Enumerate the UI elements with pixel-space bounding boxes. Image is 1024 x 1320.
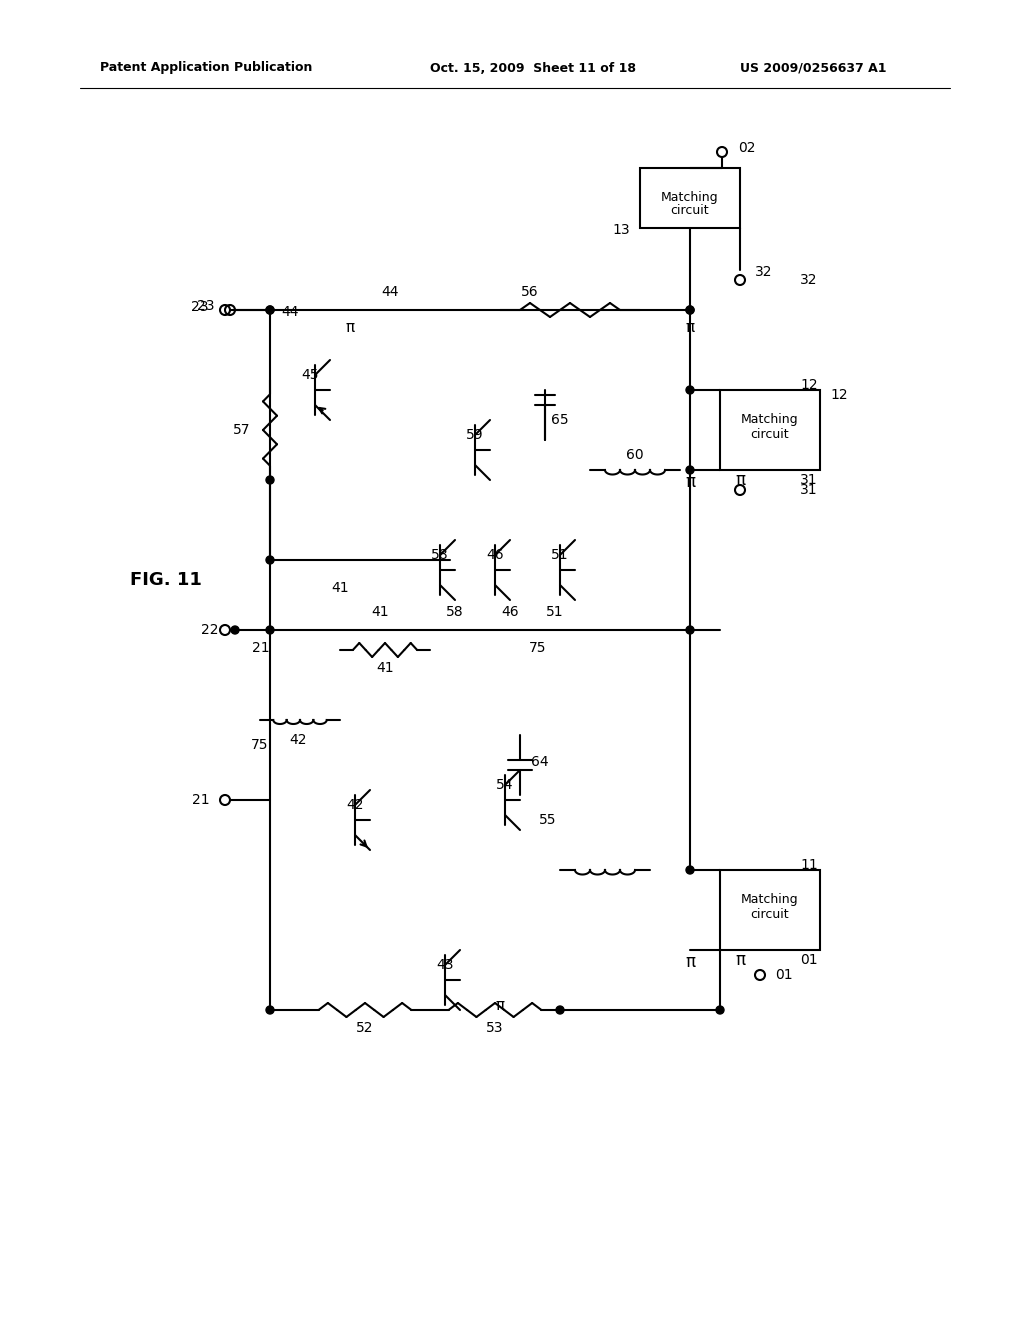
Text: 75: 75 — [251, 738, 268, 752]
Text: 54: 54 — [497, 777, 514, 792]
Text: 58: 58 — [446, 605, 464, 619]
Text: π: π — [345, 319, 354, 334]
Text: 23: 23 — [190, 300, 208, 314]
Text: 11: 11 — [800, 858, 818, 873]
Circle shape — [686, 306, 694, 314]
Text: 64: 64 — [531, 755, 549, 770]
Text: 12: 12 — [800, 378, 817, 392]
Text: Matching: Matching — [662, 191, 719, 205]
Text: circuit: circuit — [671, 203, 710, 216]
Text: 41: 41 — [376, 661, 394, 675]
Text: US 2009/0256637 A1: US 2009/0256637 A1 — [740, 62, 887, 74]
Text: 31: 31 — [800, 473, 817, 487]
Text: 46: 46 — [501, 605, 519, 619]
Text: 65: 65 — [551, 413, 568, 426]
Bar — [720, 870, 820, 950]
Text: 75: 75 — [529, 642, 547, 655]
Bar — [640, 168, 740, 228]
Text: π: π — [735, 471, 745, 488]
Text: Matching: Matching — [741, 894, 799, 907]
Text: 44: 44 — [282, 305, 299, 319]
Text: 23: 23 — [198, 300, 215, 313]
Text: π: π — [685, 319, 694, 334]
Circle shape — [266, 626, 274, 634]
Circle shape — [686, 626, 694, 634]
Text: 51: 51 — [551, 548, 568, 562]
Text: 21: 21 — [193, 793, 210, 807]
Circle shape — [686, 866, 694, 874]
Text: π: π — [735, 950, 745, 969]
Text: 55: 55 — [540, 813, 557, 828]
Text: 45: 45 — [301, 368, 318, 381]
Text: 60: 60 — [627, 447, 644, 462]
Text: π: π — [496, 998, 505, 1012]
Text: 53: 53 — [486, 1020, 504, 1035]
Text: 44: 44 — [381, 285, 398, 300]
Text: 58: 58 — [431, 548, 449, 562]
Text: 01: 01 — [775, 968, 793, 982]
Circle shape — [686, 466, 694, 474]
Text: Oct. 15, 2009  Sheet 11 of 18: Oct. 15, 2009 Sheet 11 of 18 — [430, 62, 636, 74]
Bar — [720, 389, 820, 470]
Text: 02: 02 — [738, 141, 756, 154]
Text: 43: 43 — [436, 958, 454, 972]
Text: FIG. 11: FIG. 11 — [130, 572, 202, 589]
Circle shape — [686, 306, 694, 314]
Circle shape — [266, 556, 274, 564]
Text: 46: 46 — [486, 548, 504, 562]
Text: 42: 42 — [289, 733, 307, 747]
Text: 01: 01 — [800, 953, 817, 968]
Text: Matching: Matching — [741, 413, 799, 426]
Text: 22: 22 — [201, 623, 218, 638]
Text: 42: 42 — [346, 799, 364, 812]
Text: 56: 56 — [521, 285, 539, 300]
Text: 51: 51 — [546, 605, 564, 619]
Circle shape — [266, 306, 274, 314]
Text: π: π — [685, 953, 695, 972]
Text: 41: 41 — [371, 605, 389, 619]
Text: 32: 32 — [800, 273, 817, 286]
Text: 41: 41 — [331, 581, 349, 595]
Text: circuit: circuit — [751, 908, 790, 921]
Text: 13: 13 — [612, 223, 630, 238]
Circle shape — [266, 306, 274, 314]
Text: 59: 59 — [466, 428, 483, 442]
Text: Patent Application Publication: Patent Application Publication — [100, 62, 312, 74]
Text: 52: 52 — [356, 1020, 374, 1035]
Text: 31: 31 — [800, 483, 817, 498]
Circle shape — [686, 385, 694, 393]
Circle shape — [266, 1006, 274, 1014]
Circle shape — [716, 1006, 724, 1014]
Text: 32: 32 — [755, 265, 772, 279]
Text: π: π — [685, 473, 695, 491]
Circle shape — [231, 626, 239, 634]
Text: circuit: circuit — [751, 429, 790, 441]
Circle shape — [556, 1006, 564, 1014]
Text: 57: 57 — [232, 422, 250, 437]
Text: 12: 12 — [830, 388, 848, 403]
Text: 21: 21 — [252, 642, 270, 655]
Circle shape — [266, 477, 274, 484]
